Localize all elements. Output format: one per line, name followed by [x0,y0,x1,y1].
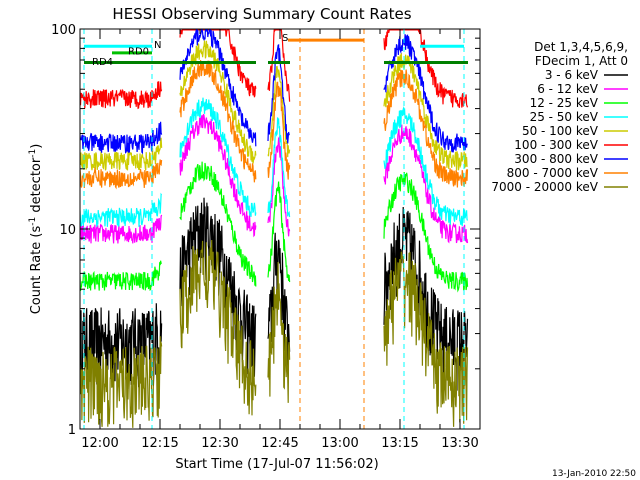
series-line-5 [80,29,469,110]
legend: Det 1,3,4,5,6,9, FDecim 1, Att 0 3 - 6 k… [491,40,628,194]
series-line-4 [80,40,468,171]
footer-timestamp: 13-Jan-2010 22:50 [552,469,636,479]
status-bar-label: S [282,33,288,44]
status-bar-label: RD4 [92,57,113,68]
y-tick-label: 10 [59,223,76,238]
plot-area [80,29,469,429]
legend-entry-0: 3 - 6 keV [545,68,599,82]
series-line-2 [80,161,469,293]
chart-title: HESSI Observing Summary Count Rates [112,5,411,23]
legend-entry-2: 12 - 25 keV [530,96,599,110]
legend-entry-6: 300 - 800 keV [514,152,598,166]
series-line-3 [80,97,469,227]
series-line-8 [80,239,469,428]
status-bar-label: RD0 [128,47,149,58]
legend-header-line-2: FDecim 1, Att 0 [535,54,628,68]
x-tick-label: 12:00 [81,436,118,451]
x-tick-label: 13:30 [441,436,478,451]
x-tick-label: 13:15 [381,436,418,451]
series-line-7 [80,60,469,190]
x-tick-label: 12:45 [261,436,298,451]
x-tick-label: 13:00 [321,436,358,451]
legend-entry-4: 50 - 100 keV [522,124,599,138]
legend-entry-1: 6 - 12 keV [537,82,599,96]
legend-entry-5: 100 - 300 keV [514,138,598,152]
series-line-6 [80,29,468,155]
legend-entry-3: 25 - 50 keV [530,110,599,124]
x-axis-label: Start Time (17-Jul-07 11:56:02) [175,457,378,472]
y-axis-label: Count Rate (s-1 detector-1) [28,144,44,315]
x-tick-label: 12:30 [201,436,238,451]
legend-header-line-1: Det 1,3,4,5,6,9, [534,40,628,54]
y-tick-label: 1 [68,423,76,438]
legend-entry-8: 7000 - 20000 keV [491,180,598,194]
legend-entry-7: 800 - 7000 keV [507,166,599,180]
series-line-1 [80,113,469,244]
x-tick-label: 12:15 [141,436,178,451]
status-bar-label: N [154,40,161,51]
y-tick-label: 100 [51,23,76,38]
